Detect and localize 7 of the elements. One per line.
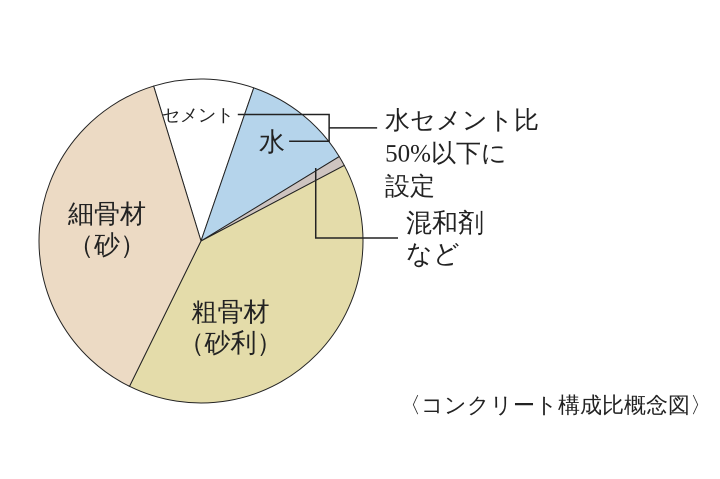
slice-label: セメント [162, 104, 234, 125]
slice-label: 細骨材（砂） [67, 199, 146, 260]
legend-label: 水 [259, 127, 286, 156]
slice-label: 混和剤など [406, 208, 484, 269]
slice-label: 粗骨材（砂利） [178, 297, 283, 358]
text: 水セメント比50%以下に設定 [385, 108, 540, 201]
text: 〈コンクリート構成比概念図〉 [399, 392, 712, 418]
